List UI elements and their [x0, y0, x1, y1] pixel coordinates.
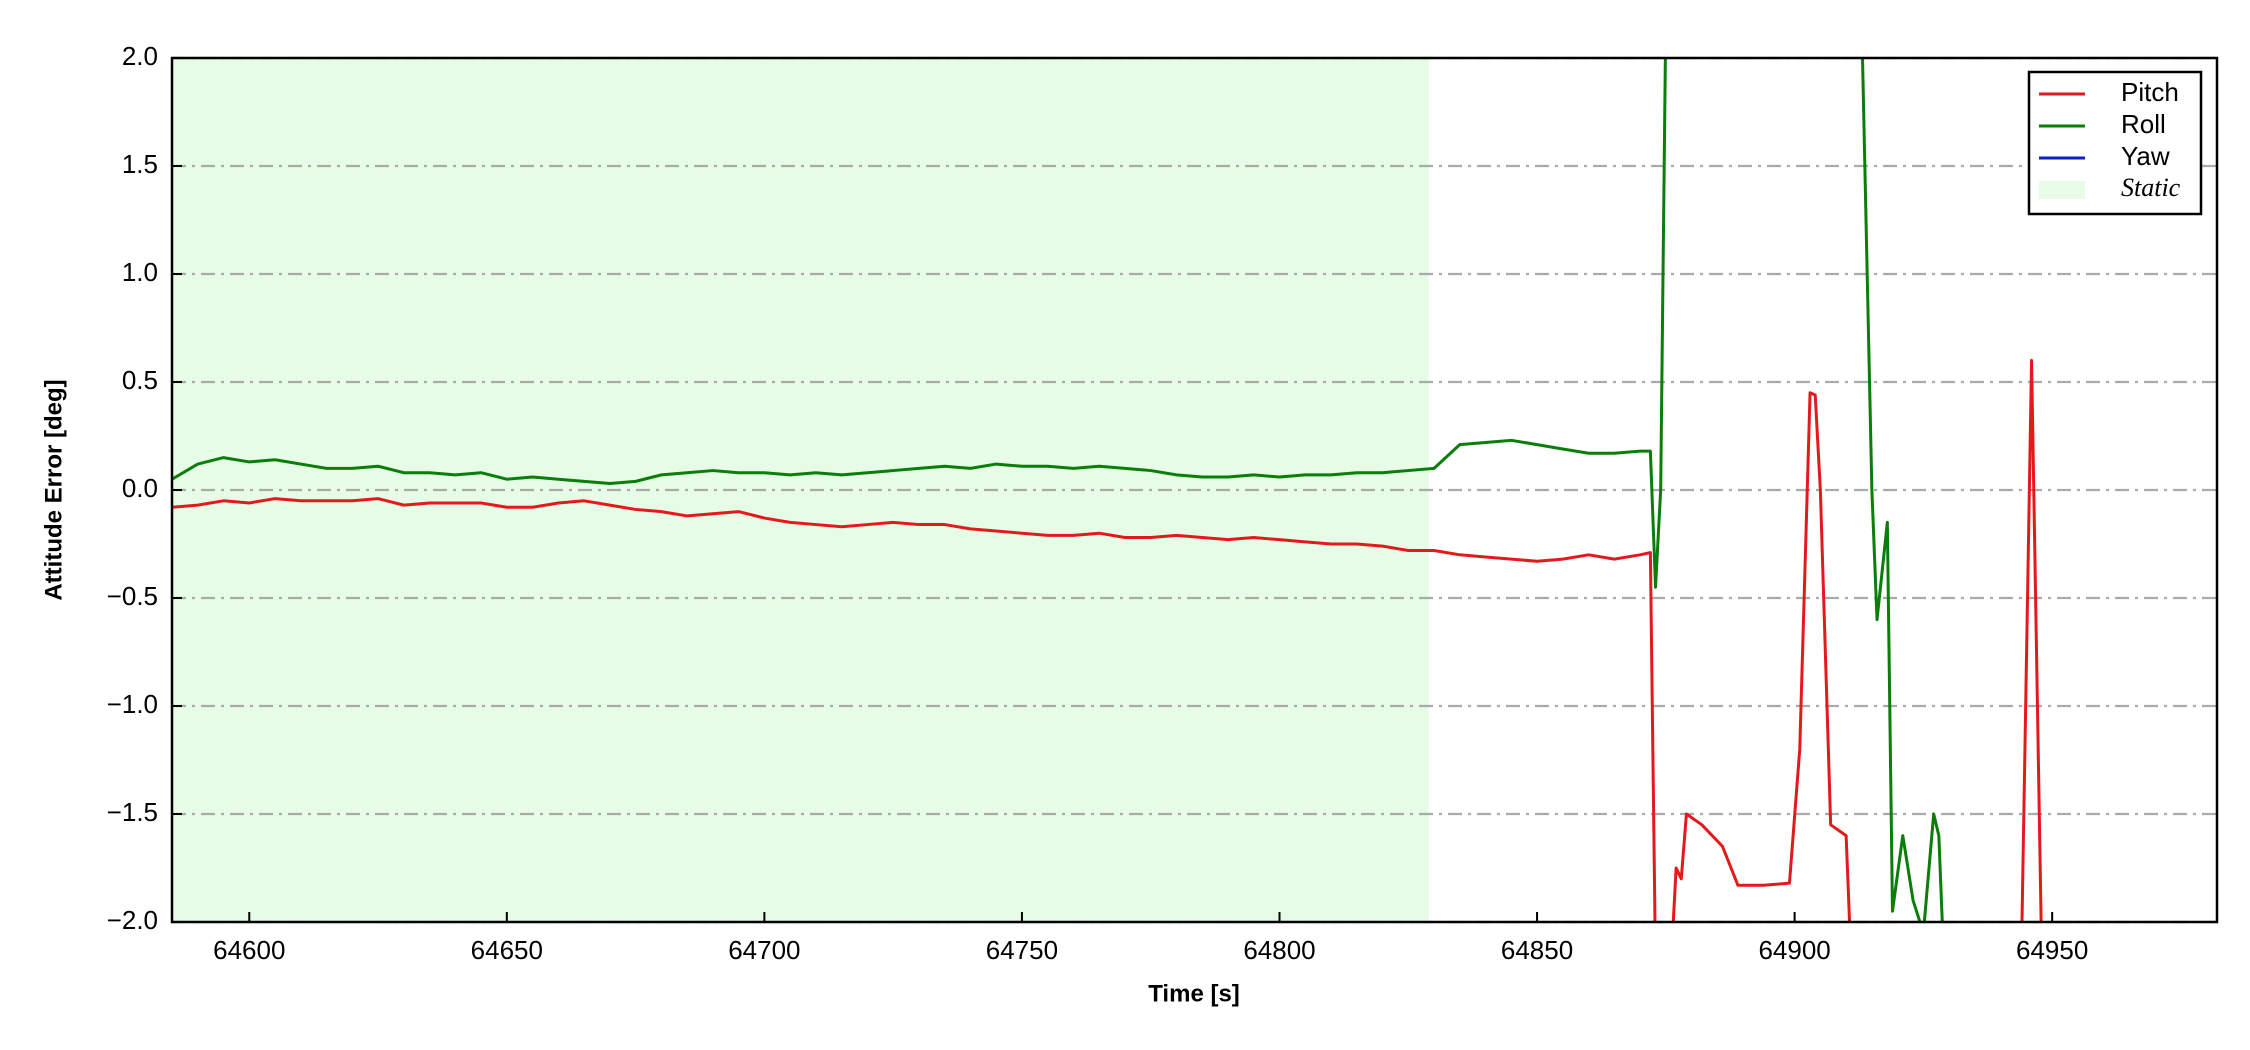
- y-tick-label: 1.5: [122, 149, 158, 179]
- legend-label: Pitch: [2121, 77, 2179, 107]
- y-tick-label: 2.0: [122, 41, 158, 71]
- legend-label: Yaw: [2121, 141, 2170, 171]
- x-tick-label: 64700: [728, 935, 800, 965]
- y-tick-label: −1.5: [107, 797, 158, 827]
- x-tick-label: 64900: [1758, 935, 1830, 965]
- y-axis-label: Attitude Error [deg]: [40, 379, 67, 600]
- y-tick-label: −0.5: [107, 581, 158, 611]
- x-tick-label: 64850: [1501, 935, 1573, 965]
- legend-label: Static: [2121, 173, 2181, 202]
- static-region: [172, 58, 1429, 922]
- y-tick-label: −1.0: [107, 689, 158, 719]
- legend-label: Roll: [2121, 109, 2166, 139]
- x-tick-label: 64650: [471, 935, 543, 965]
- x-tick-label: 64800: [1243, 935, 1315, 965]
- x-axis-label: Time [s]: [1148, 980, 1240, 1007]
- series-line: [172, 58, 1944, 922]
- y-tick-label: 0.5: [122, 365, 158, 395]
- y-tick-label: −2.0: [107, 905, 158, 935]
- y-tick-label: 0.0: [122, 473, 158, 503]
- series-line: [172, 358, 2043, 922]
- x-tick-label: 64750: [986, 935, 1058, 965]
- x-tick-label: 64950: [2016, 935, 2088, 965]
- y-tick-label: 1.0: [122, 257, 158, 287]
- x-tick-label: 64600: [213, 935, 285, 965]
- legend-swatch: [2039, 181, 2085, 199]
